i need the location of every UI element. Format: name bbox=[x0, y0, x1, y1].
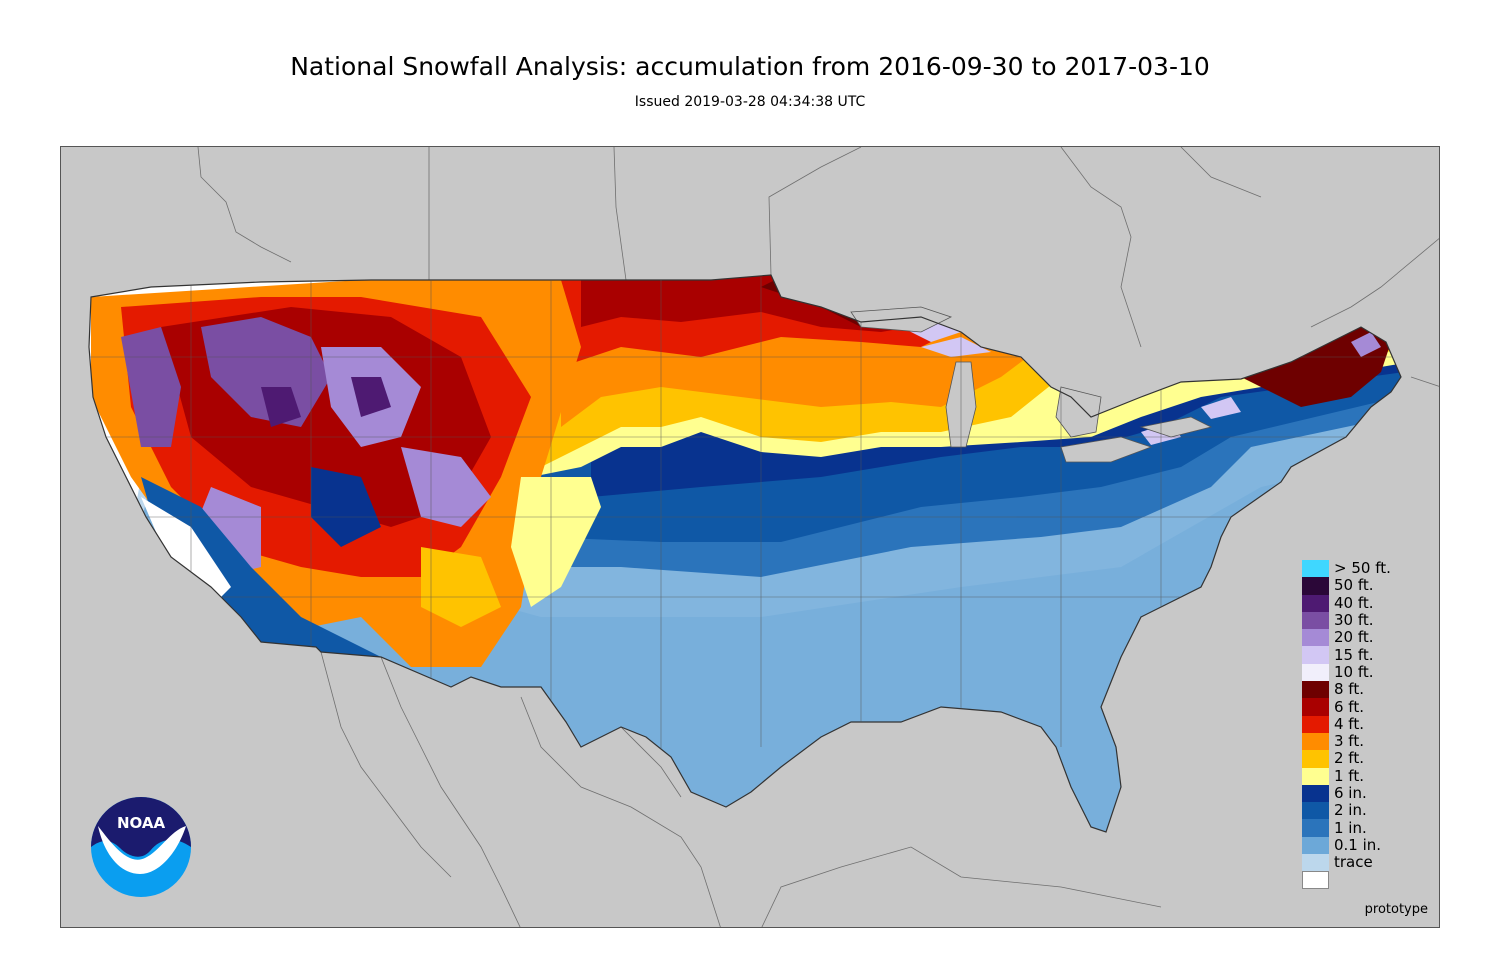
boundary-lines bbox=[197, 147, 1439, 927]
legend-label: 3 ft. bbox=[1334, 732, 1364, 751]
legend-swatch bbox=[1302, 784, 1329, 803]
legend-swatch bbox=[1302, 871, 1329, 889]
noaa-logo-icon: NOAA bbox=[91, 797, 191, 897]
legend-swatch bbox=[1302, 750, 1329, 768]
issued-timestamp: Issued 2019-03-28 04:34:38 UTC bbox=[634, 94, 866, 110]
legend-label: 1 ft. bbox=[1334, 766, 1364, 785]
legend-item: 2 ft. bbox=[1302, 749, 1391, 768]
legend-label: 50 ft. bbox=[1334, 576, 1374, 595]
legend-item: > 50 ft. bbox=[1302, 559, 1391, 578]
legend-label: 2 in. bbox=[1334, 801, 1367, 820]
legend-item: 6 in. bbox=[1302, 784, 1391, 803]
legend-label: 10 ft. bbox=[1334, 662, 1374, 681]
legend-label: 20 ft. bbox=[1334, 628, 1374, 647]
legend-item: 1 ft. bbox=[1302, 766, 1391, 785]
legend: > 50 ft. 50 ft. 40 ft. 30 ft. 20 ft. 15 ft. 10… bbox=[1302, 560, 1391, 889]
legend-swatch bbox=[1302, 854, 1329, 872]
legend-item: 30 ft. bbox=[1302, 611, 1391, 630]
legend-label: 40 ft. bbox=[1334, 593, 1374, 612]
legend-label: 6 ft. bbox=[1334, 697, 1364, 716]
legend-swatch bbox=[1302, 767, 1329, 785]
legend-item: 2 in. bbox=[1302, 801, 1391, 820]
legend-swatch bbox=[1302, 802, 1329, 820]
legend-item: 6 ft. bbox=[1302, 697, 1391, 716]
legend-label: 6 in. bbox=[1334, 784, 1367, 802]
legend-swatch bbox=[1302, 732, 1329, 751]
legend-label: > 50 ft. bbox=[1334, 559, 1391, 578]
prototype-note: prototype bbox=[1364, 902, 1428, 917]
legend-swatch bbox=[1302, 836, 1329, 855]
legend-item: 40 ft. bbox=[1302, 593, 1391, 612]
legend-item: 4 ft. bbox=[1302, 714, 1391, 733]
legend-item: 0.1 in. bbox=[1302, 835, 1391, 855]
legend-swatch bbox=[1302, 681, 1329, 699]
legend-item: 15 ft. bbox=[1302, 645, 1391, 664]
snowfall-map bbox=[60, 146, 1440, 928]
great-lakes bbox=[850, 306, 1213, 463]
legend-item: 10 ft. bbox=[1302, 662, 1391, 682]
legend-swatch bbox=[1302, 819, 1329, 837]
noaa-logo-text: NOAA bbox=[117, 814, 166, 832]
legend-item: 50 ft. bbox=[1302, 576, 1391, 595]
legend-swatch bbox=[1302, 594, 1329, 612]
legend-label: 4 ft. bbox=[1334, 714, 1364, 733]
legend-label: trace bbox=[1334, 853, 1373, 872]
legend-item: 3 ft. bbox=[1302, 732, 1391, 751]
legend-swatch bbox=[1302, 715, 1329, 733]
legend-label: 30 ft. bbox=[1334, 611, 1374, 630]
legend-item: 1 in. bbox=[1302, 818, 1391, 837]
legend-label: 0.1 in. bbox=[1334, 835, 1382, 854]
legend-label: 15 ft. bbox=[1334, 645, 1374, 664]
legend-swatch bbox=[1302, 663, 1329, 682]
legend-swatch bbox=[1302, 611, 1329, 630]
map-canvas bbox=[88, 147, 1439, 927]
legend-item: 20 ft. bbox=[1302, 628, 1391, 647]
legend-item: 8 ft. bbox=[1302, 680, 1391, 699]
legend-swatch bbox=[1302, 577, 1329, 595]
map-title: National Snowfall Analysis: accumulation… bbox=[290, 52, 1210, 81]
legend-item bbox=[1302, 871, 1391, 889]
legend-label: 2 ft. bbox=[1334, 749, 1364, 768]
legend-label: 1 in. bbox=[1334, 818, 1367, 837]
snowfall-layer bbox=[89, 275, 1401, 832]
legend-swatch bbox=[1302, 629, 1329, 647]
legend-swatch bbox=[1302, 646, 1329, 664]
legend-swatch bbox=[1302, 560, 1329, 578]
legend-item: trace bbox=[1302, 853, 1391, 872]
legend-swatch bbox=[1302, 698, 1329, 716]
legend-label: 8 ft. bbox=[1334, 680, 1364, 699]
